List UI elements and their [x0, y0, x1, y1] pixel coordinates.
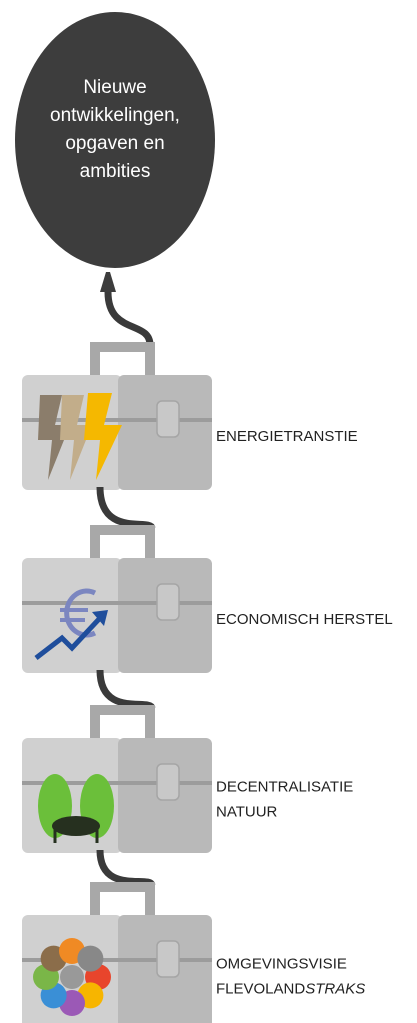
label-text: DECENTRALISATIE [216, 778, 353, 795]
toolbox-label: OMGEVINGSVISIE [216, 955, 347, 972]
icon [77, 946, 103, 972]
label-text: ENERGIETRANSTIE [216, 428, 358, 445]
handle [95, 710, 150, 738]
balloon-text: ambities [80, 161, 151, 182]
icon [60, 965, 84, 989]
handle [95, 530, 150, 558]
balloon-knot [100, 272, 116, 292]
string [108, 292, 150, 345]
toolbox-label: NATUUR [216, 803, 278, 820]
label-text: FLEVOLAND [216, 980, 305, 997]
label-text: ECONOMISCH HERSTEL [216, 611, 393, 628]
handle [95, 347, 150, 375]
string [100, 670, 152, 708]
toolbox-label: DECENTRALISATIE [216, 778, 353, 795]
latch [157, 941, 179, 977]
string [100, 487, 152, 528]
balloon-text: opgaven en [65, 133, 164, 154]
infographic: Nieuwe ontwikkelingen, opgaven en ambities E… [0, 0, 417, 1023]
label-text: NATUUR [216, 803, 278, 820]
string [100, 850, 152, 885]
label-emphasis: STRAKS [305, 980, 365, 997]
toolbox-label: ECONOMISCH HERSTEL [216, 611, 393, 628]
icon [52, 816, 100, 836]
label-text: OMGEVINGSVISIE [216, 955, 347, 972]
balloon-text: ontwikkelingen, [50, 105, 180, 126]
handle [95, 887, 150, 915]
latch [157, 401, 179, 437]
balloon-text: Nieuwe [83, 77, 146, 98]
toolbox-label: FLEVOLANDSTRAKS [216, 980, 365, 997]
toolbox-label: ENERGIETRANSTIE [216, 428, 358, 445]
latch [157, 584, 179, 620]
latch [157, 764, 179, 800]
